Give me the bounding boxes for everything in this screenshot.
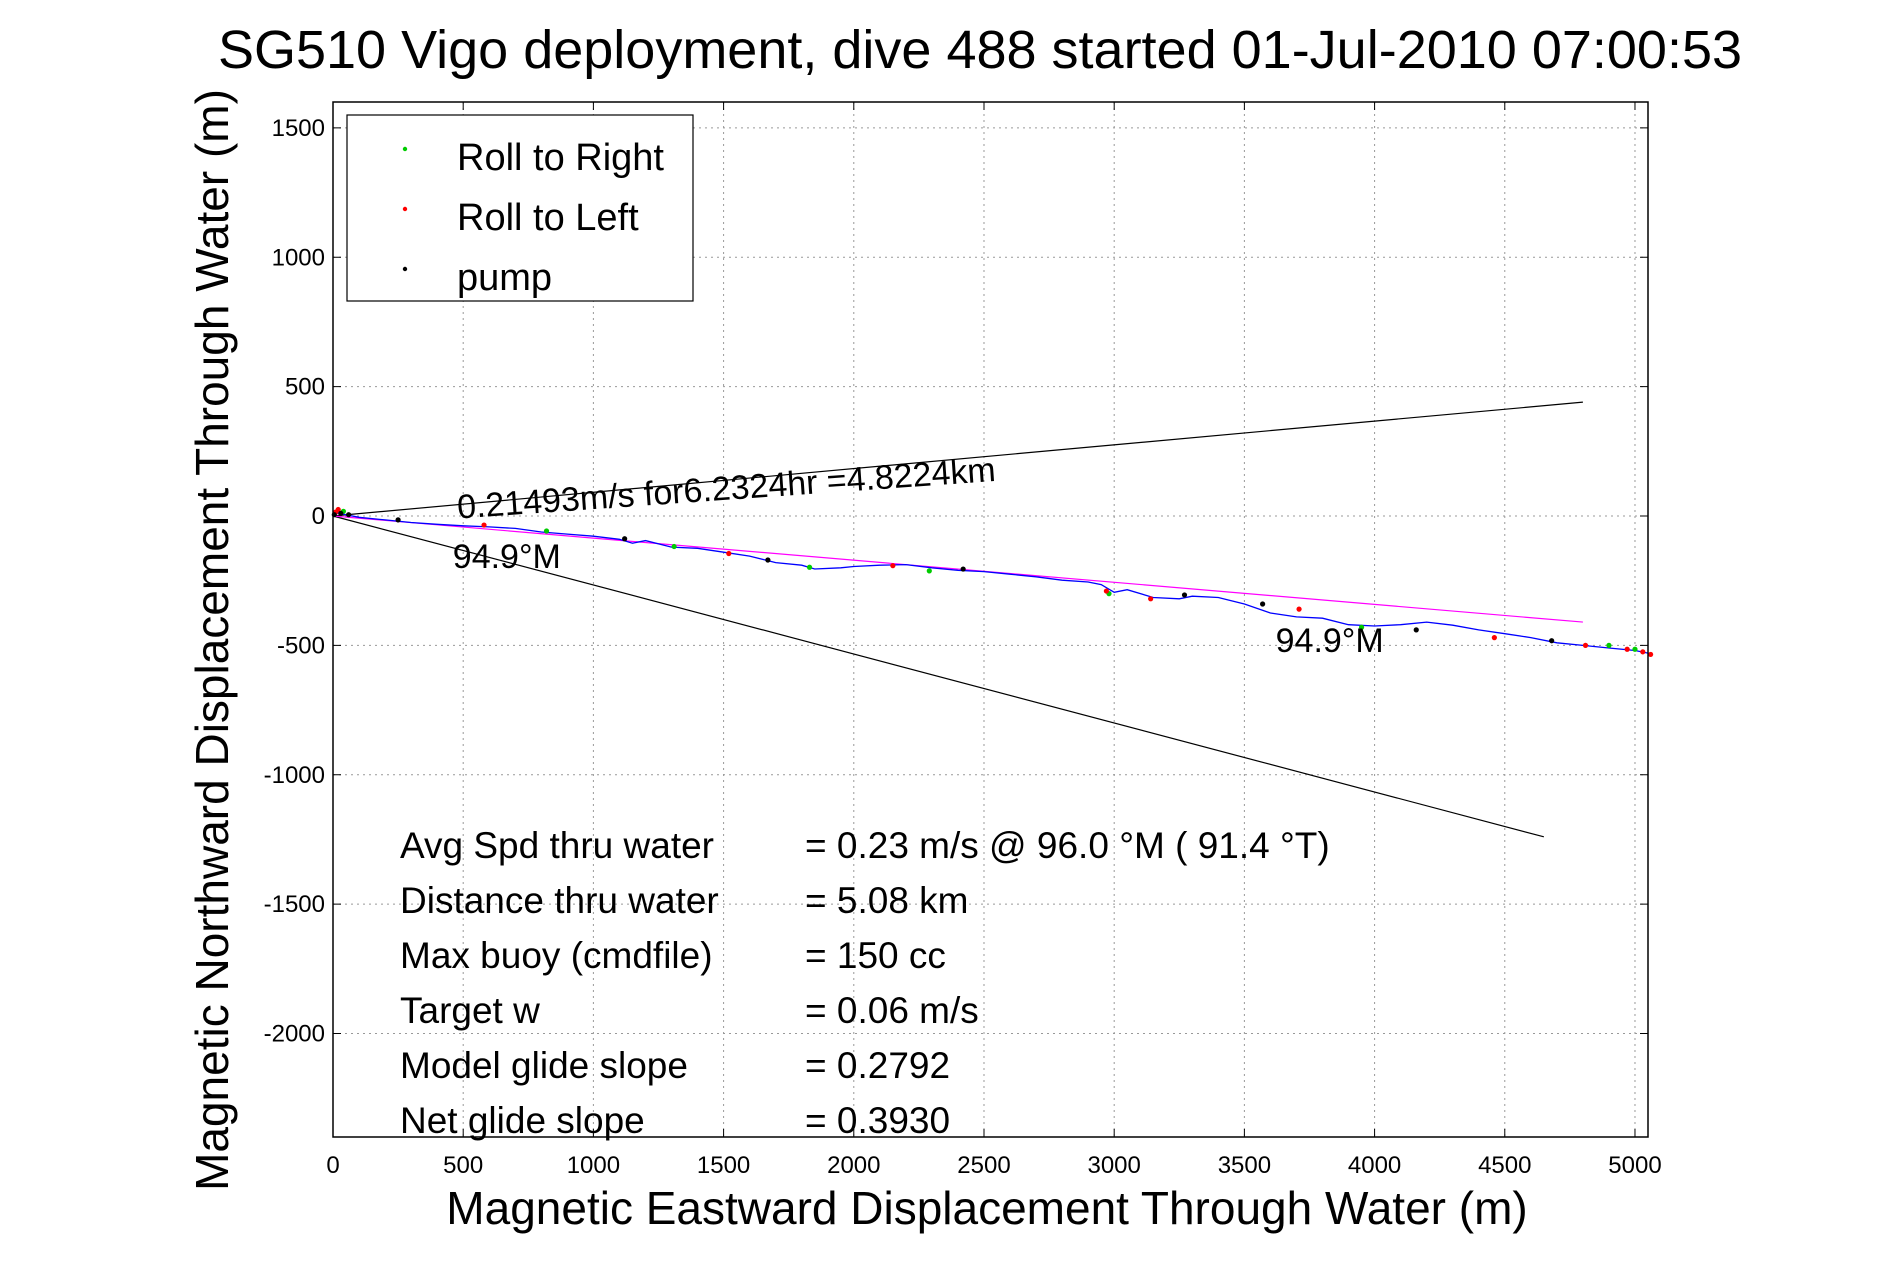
x-tick-label-1: 500 [443, 1152, 483, 1179]
summary-value-2: = 150 cc [805, 935, 946, 976]
annotation-2: 94.9°M [1276, 622, 1384, 660]
y-axis-label: Magnetic Northward Displacement Through … [186, 89, 238, 1191]
series-2-point-10 [1549, 638, 1555, 644]
legend-marker-1 [402, 206, 408, 212]
legend-label-1: Roll to Left [457, 197, 639, 239]
series-1-point-4 [890, 563, 896, 569]
x-tick-label-9: 4500 [1478, 1152, 1531, 1179]
series-1-point-11 [1640, 649, 1646, 655]
series-1-point-2 [481, 522, 487, 528]
series-1-point-9 [1582, 642, 1589, 648]
legend-label-2: pump [457, 257, 552, 299]
series-0-point-3 [806, 564, 813, 570]
x-axis-label: Magnetic Eastward Displacement Through W… [446, 1182, 1527, 1234]
summary-label-5: Net glide slope [400, 1100, 645, 1141]
series-1-point-8 [1491, 635, 1497, 641]
chart-title: SG510 Vigo deployment, dive 488 started … [218, 20, 1742, 80]
series-2-point-9 [1413, 627, 1419, 633]
summary-block: Avg Spd thru water = 0.23 m/s @ 96.0 °M (… [400, 825, 1330, 1141]
x-tick-label-6: 3000 [1087, 1152, 1140, 1179]
summary-label-2: Max buoy (cmdfile) [400, 935, 713, 976]
annotation-1: 94.9°M [453, 538, 561, 576]
heading-line-0 [332, 401, 1583, 517]
series-2-point-5 [765, 557, 771, 563]
x-tick-label-0: 0 [326, 1152, 339, 1179]
track-line [332, 512, 1649, 654]
y-tick-label-2: -1000 [264, 762, 325, 789]
summary-label-3: Target w [400, 990, 540, 1031]
y-tick-label-7: 1500 [272, 115, 325, 142]
series-2-point-3 [395, 517, 401, 523]
x-tick-label-8: 4000 [1348, 1152, 1401, 1179]
series-1-point-10 [1624, 646, 1630, 652]
heading-line-1 [332, 515, 1544, 838]
series-0-point-8 [1632, 646, 1638, 652]
series-2-point-1 [338, 510, 344, 517]
y-tick-label-3: -500 [277, 632, 325, 659]
series-0-point-4 [926, 568, 932, 574]
series-2-point-2 [346, 512, 352, 518]
y-tick-label-6: 1000 [272, 244, 325, 271]
summary-value-0: = 0.23 m/s @ 96.0 °M ( 91.4 °T) [805, 825, 1330, 866]
axis-ticks: 0 500 1000 1500 2000 2500 3000 3500 4000 4500 5000… [264, 102, 1662, 1179]
plot-frame [332, 101, 1649, 1138]
legend: Roll to Right Roll to Left pump [346, 114, 694, 302]
summary-value-4: = 0.2792 [805, 1045, 950, 1086]
summary-label-0: Avg Spd thru water [400, 825, 714, 866]
y-tick-label-5: 500 [285, 374, 325, 401]
summary-value-1: = 5.08 km [805, 880, 969, 921]
summary-label-1: Distance thru water [400, 880, 719, 921]
legend-marker-2 [402, 266, 408, 272]
series-2-point-7 [1181, 592, 1188, 598]
x-tick-label-5: 2500 [957, 1152, 1010, 1179]
series-2-point-4 [622, 536, 628, 542]
x-tick-label-4: 2000 [827, 1152, 880, 1179]
series-2-point-6 [960, 566, 966, 572]
y-tick-label-1: -1500 [264, 891, 325, 918]
series-0-point-6 [1358, 624, 1365, 630]
y-tick-label-0: -2000 [264, 1021, 325, 1048]
series-0-point-2 [671, 543, 677, 550]
heading-line-2 [332, 515, 1583, 623]
series-1-point-5 [1103, 588, 1109, 594]
heading-lines [332, 401, 1583, 838]
series-1-point-7 [1296, 606, 1302, 612]
series-0-point-7 [1606, 642, 1612, 648]
x-tick-label-2: 1000 [567, 1152, 620, 1179]
series-0-point-1 [543, 528, 550, 534]
x-tick-label-10: 5000 [1608, 1152, 1661, 1179]
series-2-point-8 [1260, 601, 1266, 607]
legend-marker-0 [402, 146, 408, 152]
legend-label-0: Roll to Right [457, 137, 664, 179]
summary-value-5: = 0.3930 [805, 1100, 950, 1141]
series-1-point-3 [726, 550, 732, 557]
series-1-point-1 [335, 506, 341, 513]
summary-label-4: Model glide slope [400, 1045, 688, 1086]
summary-value-3: = 0.06 m/s [805, 990, 979, 1031]
x-tick-label-3: 1500 [697, 1152, 750, 1179]
track [332, 512, 1649, 654]
x-tick-label-7: 3500 [1218, 1152, 1271, 1179]
y-tick-label-4: 0 [312, 503, 325, 530]
series-1-point-12 [1648, 651, 1654, 658]
series-1-point-6 [1148, 596, 1154, 602]
